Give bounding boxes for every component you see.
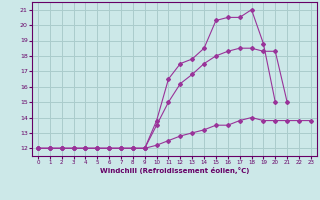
X-axis label: Windchill (Refroidissement éolien,°C): Windchill (Refroidissement éolien,°C) (100, 167, 249, 174)
